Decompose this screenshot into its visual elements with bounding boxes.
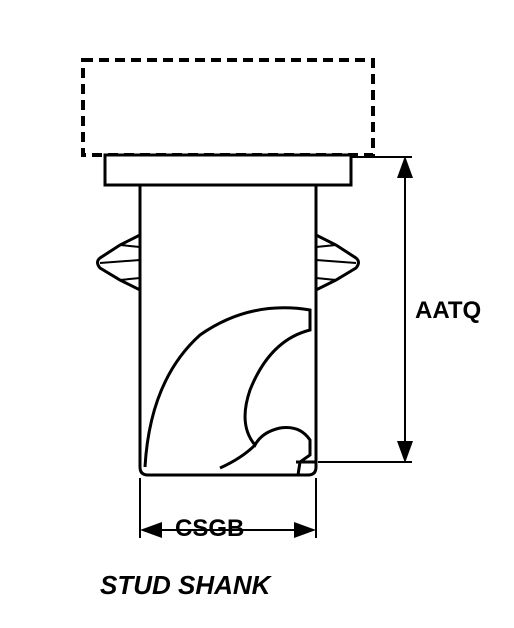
diagram-title: STUD SHANK	[100, 570, 270, 601]
csgb-arrow-left	[140, 522, 162, 538]
collar-rect	[105, 155, 351, 185]
aatq-label: AATQ	[415, 297, 481, 325]
csgb-arrow-right	[294, 522, 316, 538]
diagram-container: AATQ CSGB STUD SHANK	[0, 0, 514, 628]
aatq-arrow-up	[397, 156, 413, 178]
csgb-label: CSGB	[175, 515, 244, 543]
top-dashed-box	[83, 60, 373, 155]
aatq-arrow-down	[397, 441, 413, 463]
shank-body	[140, 185, 316, 475]
